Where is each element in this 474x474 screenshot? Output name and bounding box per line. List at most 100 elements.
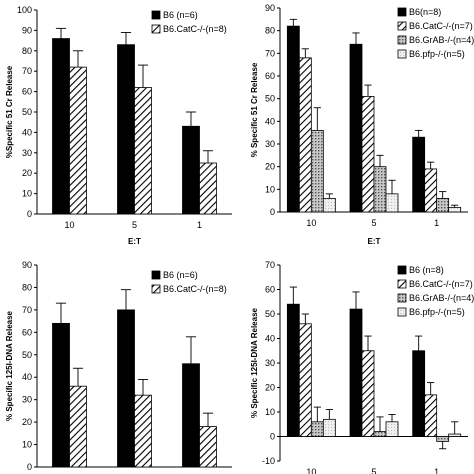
y-tick-label: 20 [265, 383, 275, 393]
y-tick-label: 40 [265, 334, 275, 344]
legend-swatch [397, 307, 407, 317]
bar [199, 162, 217, 215]
y-tick-label: 60 [22, 87, 32, 97]
chart-panel-bottom-right: -10 0 10 20 30 40 50 60 70 % Specific 125I-DNA Re… [250, 260, 474, 474]
y-tick-label: 50 [22, 350, 32, 360]
y-tick-label: 30 [265, 358, 275, 368]
bar [448, 207, 462, 213]
y-tick-label: 10 [22, 440, 32, 450]
y-tick-label: 70 [265, 260, 275, 270]
bar [436, 436, 450, 442]
y-tick-label: 0 [27, 462, 32, 472]
legend-swatch [397, 49, 407, 59]
bar [298, 57, 312, 213]
legend-label: B6.GrAB-/-(n=4) [409, 35, 474, 45]
y-tick-label: 50 [265, 309, 275, 319]
bar [286, 303, 300, 437]
bar [52, 322, 70, 468]
legend-swatch [151, 284, 161, 294]
bar [412, 350, 426, 437]
bar [52, 38, 70, 215]
y-tick-label: 90 [22, 25, 32, 35]
legend-label: B6.CatC-/-(n=7) [409, 21, 473, 31]
legend-label: B6.pfp-/-(n=5) [409, 307, 465, 317]
x-tick-label: 10 [306, 467, 316, 474]
bar [117, 309, 135, 468]
legend-label: B6 (n=6) [163, 270, 198, 280]
x-tick-label: 10 [64, 220, 74, 230]
bar [412, 136, 426, 213]
bar [385, 421, 399, 437]
x-tick-label: 1 [434, 467, 439, 474]
legend: B6 (n=8) B6.CatC-/-(n=7) B6.GrAB-/-(n=4) B6… [397, 265, 474, 317]
legend-label: B6(n=8) [409, 7, 441, 17]
y-tick-label: 30 [22, 148, 32, 158]
legend-swatch [151, 24, 161, 34]
bar [385, 193, 399, 213]
y-tick-label: 70 [22, 66, 32, 76]
y-tick-label: 0 [270, 432, 275, 442]
bar [286, 25, 300, 213]
legend-label: B6 (n=6) [163, 10, 198, 20]
bar [310, 421, 324, 437]
y-tick-label: 0 [270, 207, 275, 217]
chart-panel-bottom-left: 0 10 20 30 40 50 60 70 80 90 % Specific 125I-DNA R… [5, 260, 232, 474]
bar [69, 385, 87, 468]
y-tick-label: 30 [265, 139, 275, 149]
y-tick-label: 30 [22, 395, 32, 405]
bar [361, 96, 375, 213]
y-tick-label: 0 [27, 209, 32, 219]
bar [373, 166, 387, 213]
bar [322, 418, 336, 437]
x-tick-label: 1 [197, 220, 202, 230]
legend-swatch [397, 293, 407, 303]
bar [182, 125, 200, 215]
y-tick-label: 20 [22, 417, 32, 427]
legend-swatch [397, 265, 407, 275]
y-axis-label: % Specific 125I-DNA Release [5, 310, 14, 421]
y-tick-label: 90 [22, 260, 32, 270]
bar [117, 44, 135, 215]
legend-swatch [397, 279, 407, 289]
bar [69, 66, 87, 215]
legend-label: B6.CatC-/-(n=8) [163, 284, 227, 294]
x-tick-label: 5 [132, 220, 137, 230]
y-tick-label: 80 [265, 26, 275, 36]
bar [134, 394, 152, 468]
legend: B6 (n=6) B6.CatC-/-(n=8) [151, 10, 227, 34]
bar [182, 363, 200, 468]
y-tick-label: 40 [265, 116, 275, 126]
legend-label: B6.GrAB-/-(n=4) [409, 293, 474, 303]
bar [322, 197, 336, 213]
bar [424, 394, 438, 437]
y-axis-label: %Specific 51 Cr Release [5, 65, 14, 158]
y-tick-label: 80 [22, 46, 32, 56]
bar [298, 323, 312, 437]
x-axis-label: E:T [128, 237, 141, 246]
y-tick-label: 10 [22, 189, 32, 199]
legend-swatch [151, 270, 161, 280]
legend-swatch [397, 21, 407, 31]
y-axis-label: % Specific 125I-DNA Release [250, 307, 259, 418]
legend-label: B6.CatC-/-(n=7) [409, 279, 473, 289]
y-tick-label: 50 [22, 107, 32, 117]
chart-panel-top-left: 0 10 20 30 40 50 60 70 80 90 100 %Specific 51 Cr Re… [5, 5, 232, 246]
bar [361, 350, 375, 437]
y-tick-label: 70 [265, 48, 275, 58]
x-tick-label: 10 [306, 218, 316, 228]
y-tick-label: 20 [22, 168, 32, 178]
legend-label: B6.pfp-/-(n=5) [409, 49, 465, 59]
legend-label: B6 (n=8) [409, 265, 444, 275]
y-tick-label: 20 [265, 162, 275, 172]
bar [448, 433, 462, 437]
y-tick-label: 60 [265, 285, 275, 295]
x-tick-label: 5 [371, 467, 376, 474]
y-tick-label: 10 [265, 184, 275, 194]
y-tick-label: -10 [262, 456, 275, 466]
bar [134, 87, 152, 215]
y-tick-label: 80 [22, 282, 32, 292]
y-tick-label: 90 [265, 3, 275, 13]
y-tick-label: 50 [265, 94, 275, 104]
bar [424, 168, 438, 213]
